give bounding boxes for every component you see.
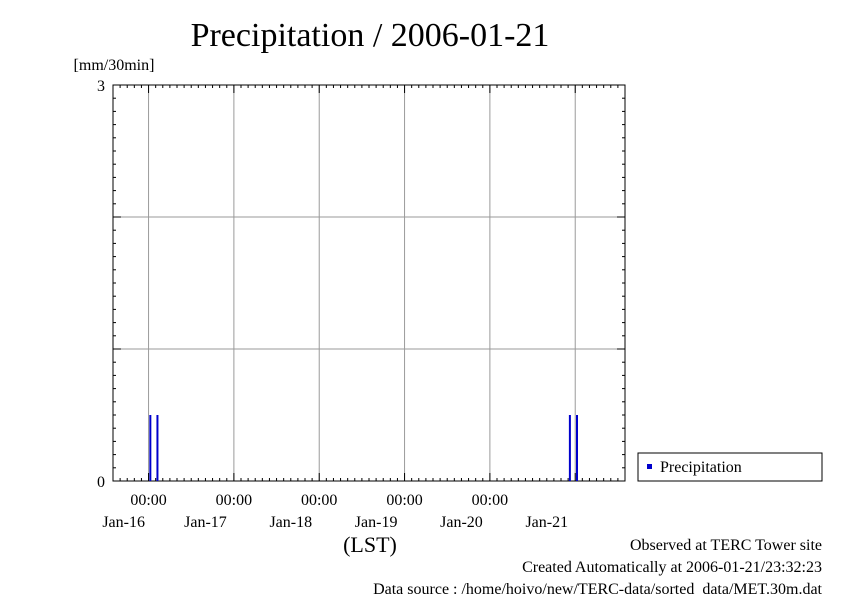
x-time-tick-label: 00:00 — [216, 492, 252, 509]
data-source-note: Data source : /home/hoivo/new/TERC-data/… — [373, 581, 822, 595]
plot-frame — [112, 84, 626, 482]
y-axis-ticks: 03 — [97, 78, 625, 491]
legend-swatch — [647, 464, 652, 469]
y-axis-unit-label: [mm/30min] — [74, 57, 155, 74]
x-date-tick-label: Jan-19 — [355, 514, 398, 531]
x-time-tick-label: 00:00 — [472, 492, 508, 509]
precipitation-bars — [149, 415, 578, 481]
x-time-tick-label: 00:00 — [386, 492, 422, 509]
legend-box — [637, 452, 823, 482]
x-date-tick-label: Jan-20 — [440, 514, 483, 531]
y-tick-label: 3 — [97, 78, 105, 95]
legend: Precipitation — [637, 452, 823, 482]
x-time-tick-label: 00:00 — [130, 492, 166, 509]
y-tick-label: 0 — [97, 474, 105, 491]
chart-title: Precipitation / 2006-01-21 — [191, 17, 550, 54]
created-timestamp-note: Created Automatically at 2006-01-21/23:3… — [522, 559, 822, 576]
x-date-tick-label: Jan-17 — [184, 514, 227, 531]
x-date-tick-label: Jan-16 — [102, 514, 145, 531]
x-date-tick-label: Jan-21 — [525, 514, 568, 531]
observed-site-note: Observed at TERC Tower site — [630, 537, 822, 554]
x-time-tick-label: 00:00 — [301, 492, 337, 509]
x-axis-ticks: 00:00 00:00 00:00 00:00 00:00 Jan-16 Jan-17 Jan… — [102, 85, 626, 531]
x-date-tick-label: Jan-18 — [269, 514, 312, 531]
legend-entry-precipitation: Precipitation — [660, 459, 742, 476]
x-axis-label: (LST) — [343, 532, 397, 557]
grid-lines — [113, 85, 625, 481]
